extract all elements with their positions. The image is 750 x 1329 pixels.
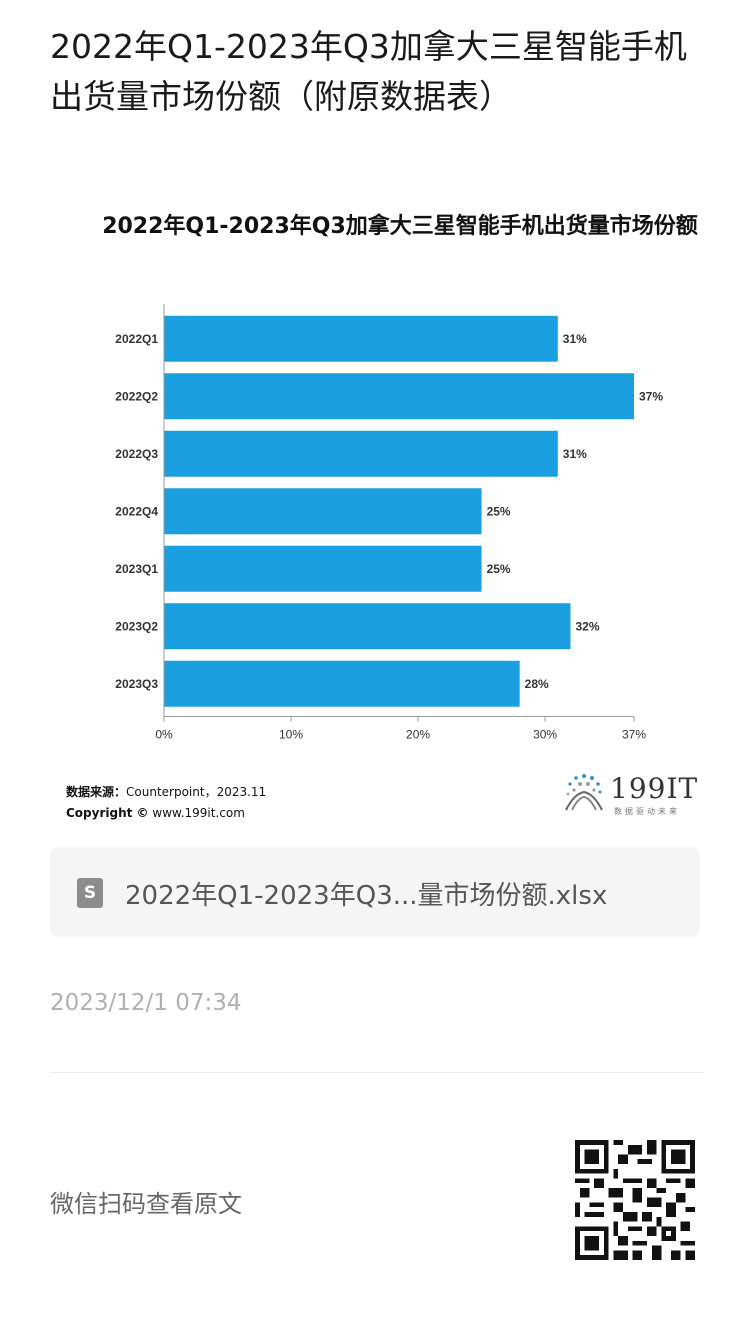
category-label: 2023Q1 [115,562,158,576]
x-tick-label: 0% [155,728,173,742]
data-label: 31% [563,332,587,346]
logo-text: 199IT [610,772,699,805]
bar-chart: 2022Q1 31% 2022Q2 37% 2022Q3 31% 2022Q4 25% 2023… [115,304,663,742]
category-label: 2022Q4 [115,504,158,518]
bar-2022Q1 [164,315,558,362]
source-label: 数据来源： [66,785,127,799]
category-label: 2022Q2 [115,389,158,403]
logo-subtitle: 数据驱动未来 [614,807,680,816]
chart-image: 2022年Q1-2023年Q3加拿大三星智能手机出货量市场份额 2022Q1 31… [50,190,710,830]
x-tick-label: 10% [279,728,303,742]
attachment-card[interactable]: S 2022年Q1-2023年Q3...量市场份额.xlsx [50,847,700,937]
category-label: 2023Q2 [115,619,158,633]
divider [50,1072,705,1073]
chart-footer: 数据来源：Counterpoint，2023.11 Copyright © ww… [66,782,266,824]
data-label: 28% [525,677,549,691]
bar-2022Q3 [164,430,558,477]
attachment-file-name[interactable]: 2022年Q1-2023年Q3...量市场份额.xlsx [125,881,608,911]
bar-2023Q3 [164,660,520,707]
logo-burst-icon [565,774,603,811]
data-label: 31% [563,447,587,461]
qr-code-icon[interactable] [575,1140,695,1260]
bar-2022Q4 [164,488,482,535]
chart-title: 2022年Q1-2023年Q3加拿大三星智能手机出货量市场份额 [102,214,698,239]
x-tick-label: 37% [622,728,646,742]
article-title: 2022年Q1-2023年Q3加拿大三星智能手机出货量市场份额（附原数据表） [50,27,687,116]
199it-logo: 199IT 数据驱动未来 [560,770,700,820]
data-label: 25% [487,504,511,518]
copyright-value: www.199it.com [152,806,245,820]
publish-timestamp: 2023/12/1 07:34 [50,990,242,1016]
copyright-label: Copyright © [66,806,149,820]
category-label: 2022Q3 [115,447,158,461]
category-label: 2022Q1 [115,332,158,346]
category-label: 2023Q3 [115,677,158,691]
x-tick-label: 20% [406,728,430,742]
scan-prompt: 微信扫码查看原文 [50,1190,242,1218]
data-label: 25% [487,562,511,576]
source-value: Counterpoint，2023.11 [126,785,267,799]
bar-2022Q2 [164,373,634,420]
x-tick-label: 30% [533,728,557,742]
data-label: 32% [575,619,599,633]
bar-2023Q2 [164,603,571,650]
spreadsheet-file-icon: S [77,878,103,908]
data-label: 37% [639,389,663,403]
bar-2023Q1 [164,545,482,592]
